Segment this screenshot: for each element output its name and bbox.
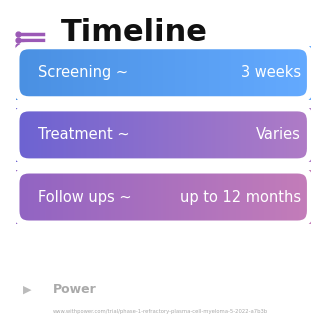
Text: Power: Power — [53, 283, 97, 296]
Text: Treatment ~: Treatment ~ — [38, 128, 130, 142]
Text: Varies: Varies — [256, 128, 301, 142]
Text: ▶: ▶ — [23, 284, 31, 294]
Text: up to 12 months: up to 12 months — [180, 190, 301, 204]
Text: Timeline: Timeline — [61, 18, 208, 47]
Text: www.withpower.com/trial/phase-1-refractory-plasma-cell-myeloma-5-2022-a7b3b: www.withpower.com/trial/phase-1-refracto… — [52, 309, 268, 314]
Text: Follow ups ~: Follow ups ~ — [38, 190, 132, 204]
Text: Screening ~: Screening ~ — [38, 65, 129, 80]
Text: 3 weeks: 3 weeks — [241, 65, 301, 80]
